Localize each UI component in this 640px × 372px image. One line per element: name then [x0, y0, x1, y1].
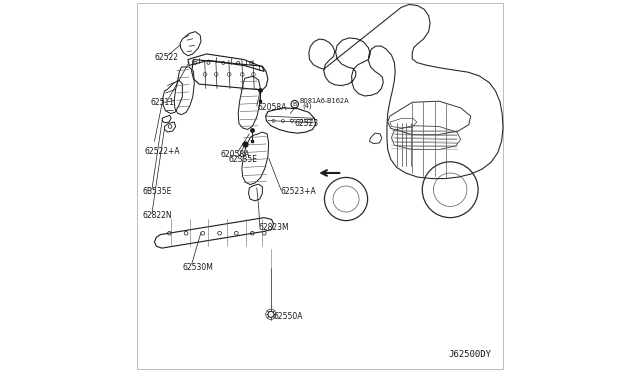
Text: 6B535E: 6B535E	[142, 187, 172, 196]
Text: 62523+A: 62523+A	[280, 187, 316, 196]
Text: 62823M: 62823M	[259, 223, 289, 232]
Text: 62335E: 62335E	[229, 155, 258, 164]
Text: (4): (4)	[303, 103, 312, 109]
Text: J62500DY: J62500DY	[448, 350, 491, 359]
Text: 62530M: 62530M	[182, 263, 213, 272]
Text: B081A6-B162A: B081A6-B162A	[300, 98, 349, 104]
Text: B: B	[292, 102, 297, 107]
Text: 62522: 62522	[154, 53, 179, 62]
Text: 62058A: 62058A	[258, 103, 287, 112]
Text: 62058A: 62058A	[220, 150, 250, 159]
Text: 62522+A: 62522+A	[145, 147, 180, 156]
Text: 62550A: 62550A	[273, 312, 303, 321]
Text: 62511: 62511	[151, 98, 175, 107]
Text: 62523: 62523	[294, 119, 319, 128]
Text: 62822N: 62822N	[142, 211, 172, 220]
